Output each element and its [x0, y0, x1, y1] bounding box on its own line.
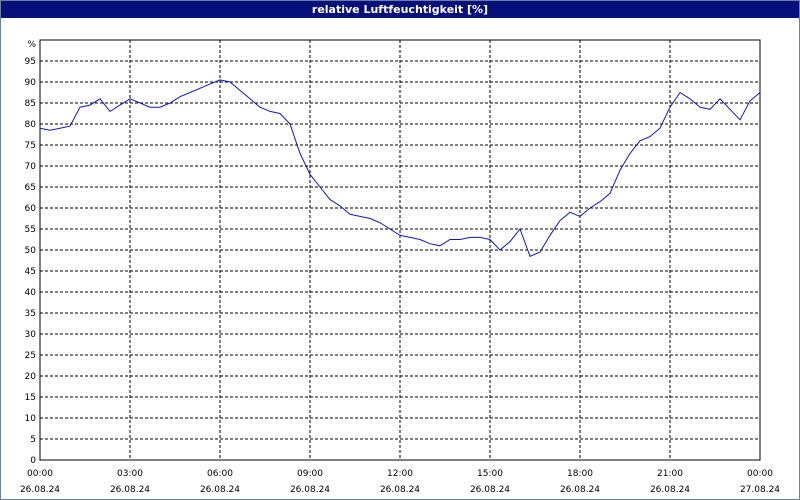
y-tick-label: 60 — [25, 204, 37, 214]
y-tick-label: 65 — [25, 183, 36, 193]
x-tick-time-label: 03:00 — [117, 469, 143, 479]
x-tick-time-label: 00:00 — [27, 469, 53, 479]
y-tick-label: 45 — [25, 267, 36, 277]
y-tick-label: 10 — [25, 414, 37, 424]
y-tick-label: 30 — [25, 330, 37, 340]
y-tick-label: 35 — [25, 309, 36, 319]
x-tick-date-label: 26.08.24 — [200, 485, 240, 495]
x-tick-date-label: 26.08.24 — [290, 485, 330, 495]
x-tick-time-label: 06:00 — [207, 469, 233, 479]
y-tick-label: 55 — [25, 225, 36, 235]
y-tick-label: 20 — [25, 372, 37, 382]
y-tick-label: 5 — [30, 435, 36, 445]
y-tick-label: 95 — [25, 57, 36, 67]
x-tick-date-label: 26.08.24 — [470, 485, 510, 495]
y-tick-label: 50 — [25, 246, 37, 256]
x-axis-ticks: 00:00 26.08.24 03:00 26.08.24 06:00 26.08.24 0… — [20, 469, 780, 495]
chart-title: relative Luftfeuchtigkeit [%] — [1, 1, 799, 18]
x-tick-date-label: 26.08.24 — [380, 485, 420, 495]
y-tick-label: 70 — [25, 162, 37, 172]
y-tick-label: 25 — [25, 351, 36, 361]
x-tick-date-label: 27.08.24 — [740, 485, 780, 495]
x-tick-date-label: 26.08.24 — [110, 485, 150, 495]
x-tick-time-label: 00:00 — [747, 469, 773, 479]
y-tick-label: 80 — [25, 120, 37, 130]
x-tick-time-label: 15:00 — [477, 469, 503, 479]
x-tick-time-label: 21:00 — [657, 469, 683, 479]
humidity-series-line — [39, 79, 761, 257]
y-axis-ticks: 0 5 10 15 20 25 30 35 40 45 50 55 60 65 70 75 80 85 90 95 — [25, 57, 37, 466]
y-axis-unit-label: % — [27, 40, 36, 50]
x-tick-time-label: 09:00 — [297, 469, 323, 479]
y-tick-label: 15 — [25, 393, 36, 403]
y-tick-label: 40 — [25, 288, 37, 298]
x-tick-date-label: 26.08.24 — [560, 485, 600, 495]
vertical-gridlines — [129, 40, 671, 460]
x-tick-time-label: 18:00 — [567, 469, 593, 479]
x-tick-date-label: 26.08.24 — [650, 485, 690, 495]
y-tick-label: 85 — [25, 99, 36, 109]
y-tick-label: 0 — [30, 456, 36, 466]
y-tick-label: 75 — [25, 141, 36, 151]
x-tick-date-label: 26.08.24 — [20, 485, 60, 495]
x-tick-time-label: 12:00 — [387, 469, 413, 479]
y-tick-label: 90 — [25, 78, 37, 88]
